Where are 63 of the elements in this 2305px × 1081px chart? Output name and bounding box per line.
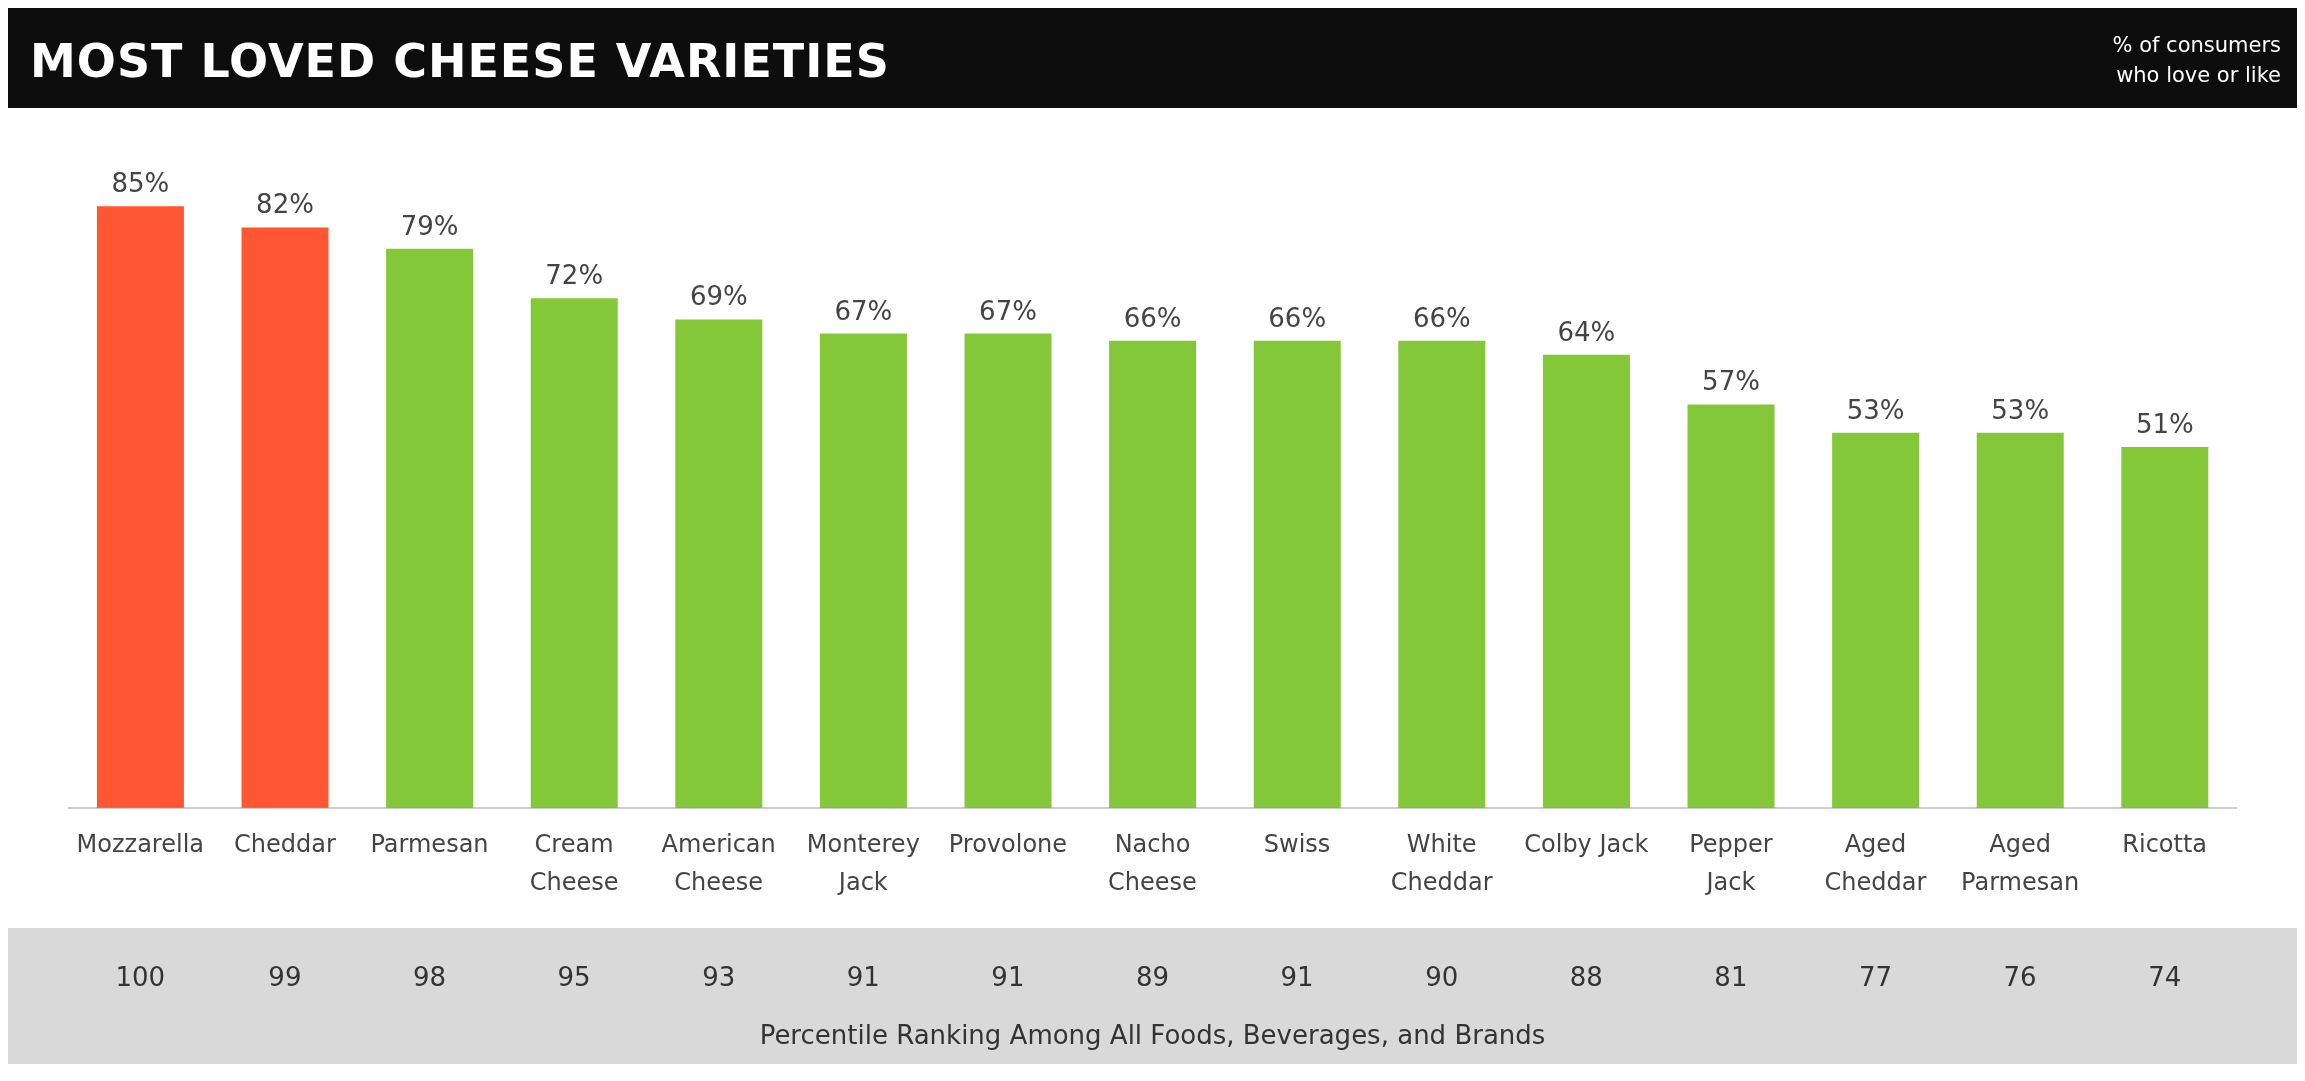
data-label: 82% [256, 189, 314, 220]
data-label: 76 [2002, 962, 2038, 992]
bar [96, 206, 184, 808]
data-label: 85% [111, 168, 170, 199]
x-tick-label: Swiss [1263, 830, 1331, 858]
x-tick-label: Cream Cheese [529, 830, 619, 896]
bar [241, 227, 329, 808]
data-label: 89 [1134, 962, 1171, 992]
data-label: 53% [1991, 394, 2050, 425]
x-tick-label: Cheddar [234, 830, 336, 858]
x-tick-label: Provolone [948, 830, 1068, 858]
bar [1542, 354, 1630, 808]
bar [1832, 432, 1920, 808]
bar [1687, 404, 1775, 808]
text: Percentile Ranking Among All Foods, Beverages, and Brands [758, 1020, 1547, 1050]
data-label: 74 [2147, 962, 2183, 992]
data-label: 88 [1568, 962, 1604, 992]
data-label: 66% [1412, 302, 1471, 333]
bar [964, 333, 1052, 808]
data-label: 66% [1268, 302, 1327, 333]
data-label: 91 [990, 962, 1026, 992]
data-label: 81 [1713, 962, 1749, 992]
data-label: 95 [556, 962, 592, 992]
x-tick-label: Colby Jack [1524, 830, 1649, 858]
data-label: 100 [114, 962, 167, 992]
data-label: 57% [1702, 366, 1760, 397]
data-label: 51% [2135, 408, 2194, 439]
chart-subtitle: % of consumers who love or like [2111, 32, 2281, 89]
data-label: 53% [1846, 394, 1905, 425]
bar [1398, 340, 1486, 808]
data-label: 98 [411, 962, 448, 992]
bar [2121, 446, 2209, 808]
x-tick-label: Nacho Cheese [1108, 830, 1197, 896]
data-label: 90 [1424, 962, 1460, 992]
data-label: 69% [689, 281, 748, 312]
x-tick-label: Parmesan [370, 830, 489, 858]
bar [675, 319, 763, 808]
bar [1976, 432, 2064, 808]
x-tick-label: Pepper Jack [1689, 830, 1773, 896]
bar [386, 248, 474, 808]
x-tick-label: Aged Cheddar [1824, 830, 1927, 896]
x-tick-label: Mozzarella [76, 830, 205, 858]
x-tick-label: Ricotta [2122, 830, 2208, 858]
data-label: 79% [400, 210, 459, 241]
bar [819, 333, 907, 808]
chart-title: MOST LOVED CHEESE VARIETIES [30, 34, 890, 88]
data-label: 66% [1123, 302, 1182, 333]
data-label: 67% [834, 295, 893, 326]
bar [1253, 340, 1341, 808]
data-label: 91 [845, 962, 881, 992]
data-label: 72% [545, 260, 604, 291]
bar [530, 298, 618, 808]
data-label: 91 [1279, 962, 1315, 992]
x-tick-label: American Cheese [661, 830, 776, 896]
data-label: 77 [1857, 962, 1894, 992]
data-label: 93 [701, 962, 737, 992]
x-tick-label: White Cheddar [1390, 830, 1493, 896]
data-label: 64% [1557, 316, 1616, 347]
bar [1109, 340, 1197, 808]
x-tick-label: Monterey Jack [806, 830, 920, 896]
data-label: 67% [979, 295, 1037, 326]
data-label: 99 [267, 962, 303, 992]
x-tick-label: Aged Parmesan [1961, 830, 2080, 896]
